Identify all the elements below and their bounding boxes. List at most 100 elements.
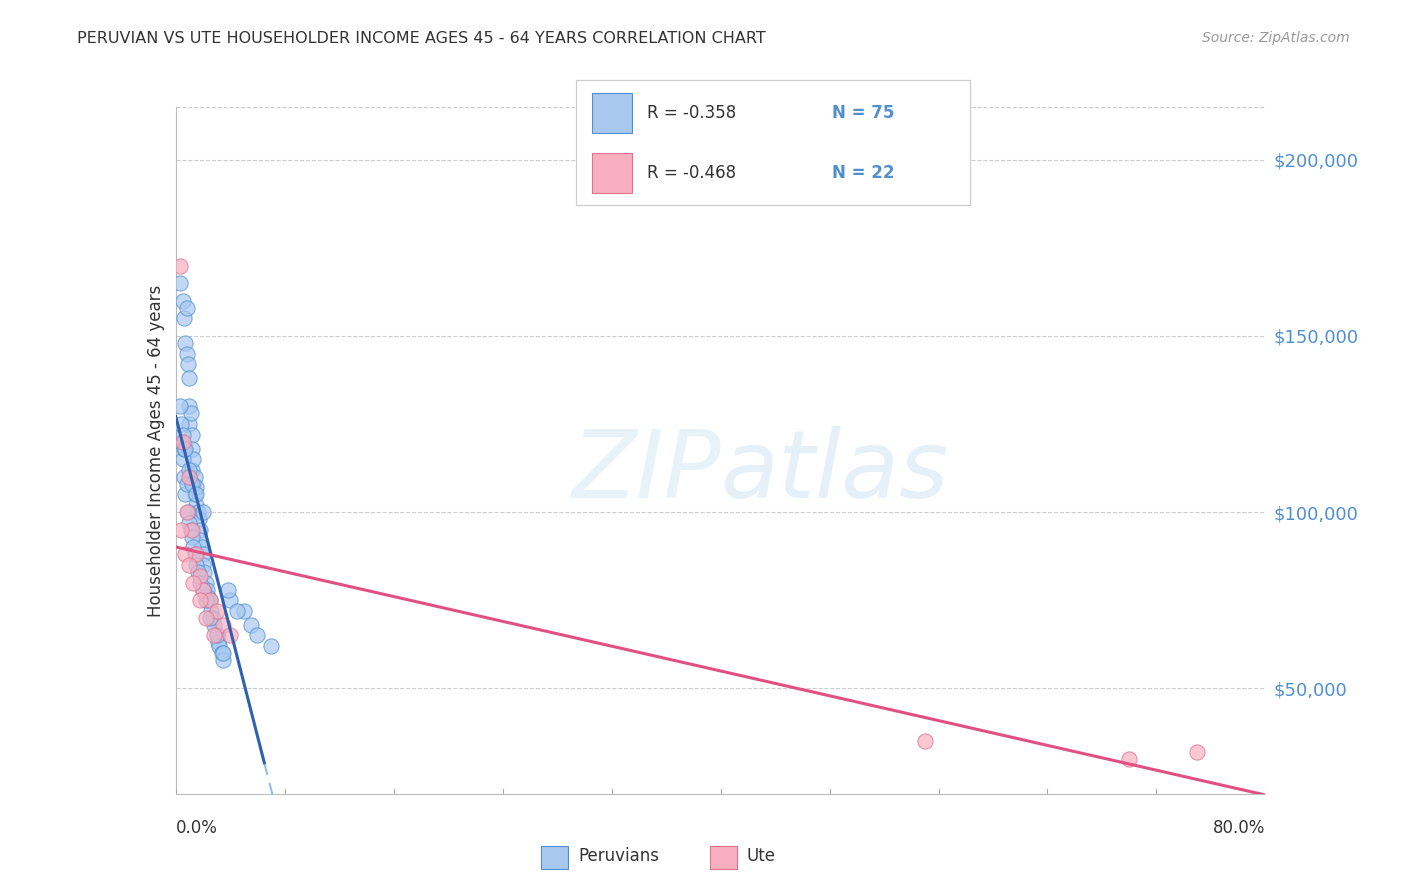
Point bbox=[173, 442, 195, 456]
Point bbox=[179, 516, 201, 530]
Text: Peruvians: Peruvians bbox=[578, 847, 659, 865]
Point bbox=[198, 593, 221, 607]
Bar bbox=[592, 153, 631, 193]
Point bbox=[200, 604, 222, 618]
Point bbox=[180, 523, 202, 537]
Point bbox=[187, 512, 209, 526]
Point bbox=[188, 575, 211, 590]
Point bbox=[260, 639, 283, 653]
Point bbox=[186, 565, 209, 579]
Point bbox=[226, 604, 249, 618]
Text: ZIP: ZIP bbox=[571, 425, 721, 516]
Point bbox=[184, 487, 207, 501]
Point bbox=[172, 452, 194, 467]
Bar bbox=[592, 93, 631, 133]
Point bbox=[181, 530, 204, 544]
Text: N = 75: N = 75 bbox=[832, 103, 894, 121]
Point bbox=[180, 407, 202, 421]
Point bbox=[181, 463, 204, 477]
Point bbox=[172, 293, 194, 308]
Text: 0.0%: 0.0% bbox=[176, 819, 218, 837]
Bar bbox=[710, 846, 737, 869]
Point bbox=[219, 628, 242, 642]
Point bbox=[174, 336, 197, 351]
Point bbox=[179, 463, 201, 477]
Point bbox=[1118, 752, 1140, 766]
Point bbox=[194, 611, 217, 625]
Text: R = -0.358: R = -0.358 bbox=[647, 103, 737, 121]
Point bbox=[179, 371, 201, 385]
Point bbox=[183, 541, 205, 555]
Point bbox=[186, 498, 208, 512]
Point bbox=[183, 452, 205, 467]
Point bbox=[181, 442, 204, 456]
Point bbox=[190, 541, 212, 555]
Point bbox=[174, 487, 197, 501]
Point bbox=[186, 547, 208, 561]
Text: 80.0%: 80.0% bbox=[1213, 819, 1265, 837]
Point bbox=[186, 480, 208, 494]
Point bbox=[169, 259, 191, 273]
Point bbox=[176, 477, 198, 491]
Point bbox=[202, 628, 225, 642]
Point bbox=[191, 547, 214, 561]
Point bbox=[177, 357, 200, 371]
Point bbox=[170, 434, 193, 449]
Point bbox=[179, 400, 201, 414]
Point bbox=[188, 593, 211, 607]
Point bbox=[176, 505, 198, 519]
Point bbox=[232, 604, 254, 618]
Point bbox=[174, 547, 197, 561]
Point bbox=[191, 582, 214, 597]
Point bbox=[176, 346, 198, 360]
Point bbox=[191, 558, 214, 572]
Point bbox=[217, 582, 239, 597]
Point bbox=[173, 470, 195, 484]
Point bbox=[174, 442, 197, 456]
Point bbox=[1187, 745, 1209, 759]
Point bbox=[197, 590, 219, 604]
Point bbox=[212, 653, 235, 667]
Point bbox=[173, 311, 195, 326]
Point bbox=[170, 523, 193, 537]
Point bbox=[219, 593, 242, 607]
Y-axis label: Householder Income Ages 45 - 64 years: Householder Income Ages 45 - 64 years bbox=[146, 285, 165, 616]
Bar bbox=[541, 846, 568, 869]
Point bbox=[169, 400, 191, 414]
Point bbox=[202, 617, 225, 632]
Point bbox=[188, 523, 211, 537]
Text: atlas: atlas bbox=[721, 425, 949, 516]
Point bbox=[179, 558, 201, 572]
Point bbox=[186, 505, 209, 519]
Text: R = -0.468: R = -0.468 bbox=[647, 164, 737, 182]
Point bbox=[188, 568, 211, 582]
Point bbox=[207, 635, 229, 649]
Point bbox=[191, 582, 214, 597]
Point bbox=[186, 487, 208, 501]
Point bbox=[169, 276, 191, 290]
Point bbox=[205, 628, 228, 642]
Point bbox=[188, 533, 211, 548]
Text: N = 22: N = 22 bbox=[832, 164, 894, 182]
Point bbox=[191, 505, 214, 519]
Point bbox=[176, 301, 198, 315]
Point bbox=[195, 582, 218, 597]
Point bbox=[183, 477, 205, 491]
Point bbox=[172, 427, 194, 442]
Point bbox=[212, 646, 235, 660]
Point bbox=[205, 628, 228, 642]
Point bbox=[184, 547, 207, 561]
Point bbox=[198, 611, 221, 625]
Point bbox=[184, 470, 207, 484]
Point bbox=[181, 523, 204, 537]
Point bbox=[194, 593, 217, 607]
Point bbox=[198, 593, 221, 607]
Text: Source: ZipAtlas.com: Source: ZipAtlas.com bbox=[1202, 31, 1350, 45]
Point bbox=[181, 427, 204, 442]
Point bbox=[179, 417, 201, 431]
Point bbox=[170, 417, 193, 431]
Point bbox=[914, 734, 936, 748]
Point bbox=[201, 611, 224, 625]
Text: Ute: Ute bbox=[747, 847, 776, 865]
Point bbox=[177, 505, 200, 519]
